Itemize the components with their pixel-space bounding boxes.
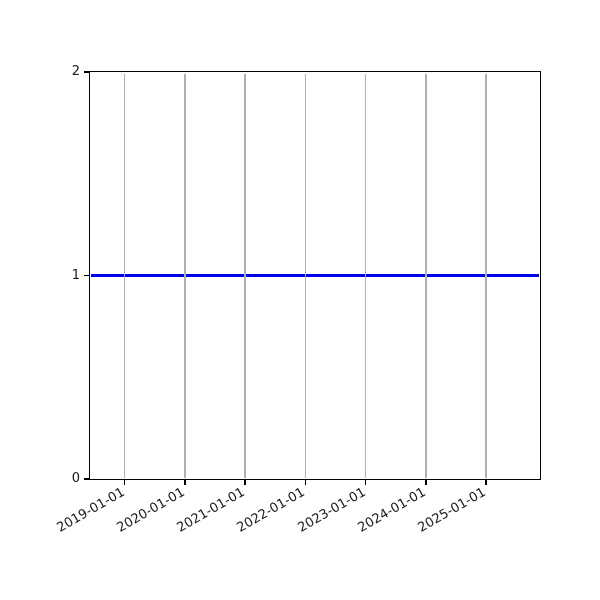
gridline <box>184 73 186 478</box>
x-tick-label: 2021-01-01 <box>174 485 248 536</box>
x-tick-mark <box>304 480 306 485</box>
x-tick-label: 2023-01-01 <box>295 485 368 536</box>
x-tick-label: 2025-01-01 <box>415 485 489 536</box>
series-line <box>91 274 539 277</box>
x-tick-label: 2022-01-01 <box>234 485 308 536</box>
y-tick-mark <box>83 478 90 480</box>
y-tick-label: 2 <box>71 64 80 79</box>
x-tick-mark <box>364 480 367 485</box>
gridline <box>425 73 427 478</box>
y-tick-mark <box>83 274 90 277</box>
plot-area <box>89 71 541 480</box>
x-tick-mark <box>244 480 246 485</box>
x-tick-label: 2020-01-01 <box>114 485 188 536</box>
x-tick-label: 2019-01-01 <box>54 485 127 536</box>
y-tick-mark <box>83 71 90 73</box>
gridline <box>304 73 306 478</box>
y-tick-label: 1 <box>71 267 80 283</box>
gridline <box>485 73 487 478</box>
x-tick-label: 2024-01-01 <box>355 485 429 536</box>
x-tick-mark <box>184 480 186 485</box>
x-tick-mark <box>123 480 126 485</box>
gridline <box>244 73 246 478</box>
x-tick-mark <box>425 480 427 485</box>
y-tick-label: 0 <box>71 471 80 486</box>
x-tick-mark <box>485 480 487 485</box>
gridline <box>123 73 126 478</box>
gridline <box>364 73 367 478</box>
